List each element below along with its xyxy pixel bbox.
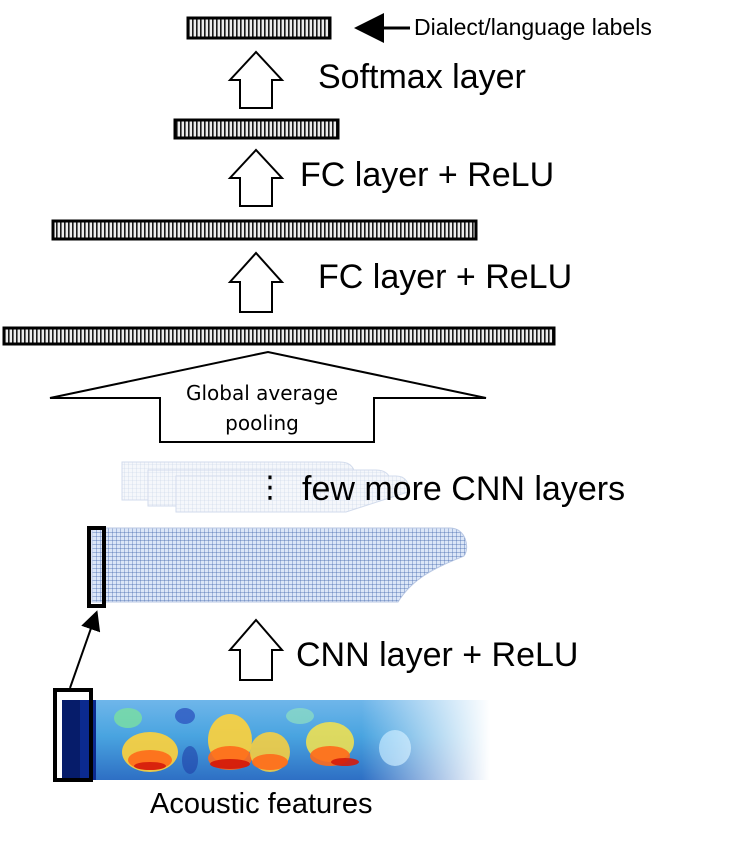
fc2-output-bar (173, 118, 340, 140)
output-label-bar (186, 16, 332, 40)
fc-bottom-label: FC layer + ReLU (318, 258, 573, 296)
fc2-up-arrow (227, 148, 285, 207)
more-cnn-dots: ⋮ (255, 471, 285, 504)
input-window-box (53, 688, 93, 782)
more-cnn-feature-maps (121, 461, 409, 513)
cnn-relu-label: CNN layer + ReLU (296, 636, 579, 674)
pooled-vector-bar (2, 326, 556, 346)
cnn-receptive-field-box (87, 526, 106, 608)
cnn-up-arrow (227, 618, 285, 681)
output-labels-text: Dialect/language labels (414, 14, 652, 40)
acoustic-features-label: Acoustic features (150, 788, 373, 820)
softmax-up-arrow (227, 50, 285, 109)
fc-top-label: FC layer + ReLU (300, 156, 555, 194)
global-pooling-arrow (49, 350, 487, 443)
softmax-label: Softmax layer (318, 58, 526, 96)
acoustic-spectrogram (62, 700, 490, 780)
more-cnn-label: few more CNN layers (302, 470, 626, 508)
global-pooling-label-line2: pooling (225, 411, 299, 435)
cnn-feature-map (91, 527, 468, 603)
fc1-output-bar (51, 219, 478, 241)
receptive-field-arrow (69, 610, 101, 689)
fc1-up-arrow (227, 251, 285, 313)
global-pooling-label-line1: Global average (185, 381, 339, 405)
